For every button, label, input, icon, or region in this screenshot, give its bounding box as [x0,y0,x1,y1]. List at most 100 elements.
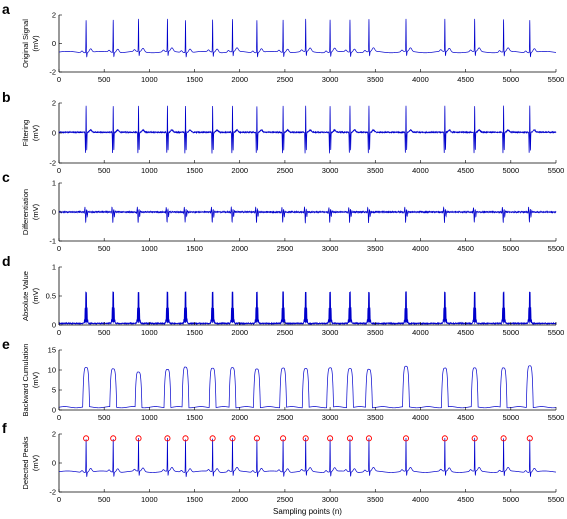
signal-trace [58,365,557,409]
x-tick-label: 4500 [457,75,474,84]
peak-marker [209,435,216,442]
peak-marker [346,435,354,442]
y-axis-label: Absolute Value [21,271,30,321]
y-axis-label: Original Signal [21,19,30,68]
x-tick-label: 1000 [141,75,158,84]
x-tick-label: 4000 [412,328,429,337]
y-tick-label: 0 [52,39,56,48]
x-tick-label: 1000 [141,166,158,175]
x-tick-label: 0 [57,166,61,175]
signal-trace [58,291,557,326]
y-tick-label: 0 [52,208,56,217]
y-axis-label: (mV) [31,203,40,220]
x-tick-label: 1500 [186,413,203,422]
x-tick-label: 0 [57,75,61,84]
x-tick-label: 3000 [322,328,339,337]
x-tick-label: 500 [98,166,111,175]
y-tick-label: 1 [52,179,56,188]
peak-marker [83,435,90,442]
peak-marker [471,435,478,442]
x-tick-label: 5500 [548,244,565,253]
peak-marker [500,435,507,442]
x-tick-label: 5500 [548,495,565,504]
x-tick-label: 3500 [367,328,384,337]
x-tick-label: 3500 [367,166,384,175]
x-tick-label: 0 [57,413,61,422]
y-tick-label: 0 [52,129,56,138]
x-tick-label: 4000 [412,244,429,253]
x-tick-label: 3500 [367,75,384,84]
x-tick-label: 4000 [412,75,429,84]
x-tick-label: 5000 [502,75,519,84]
signal-trace [58,105,557,154]
y-tick-label: 10 [48,366,56,375]
y-tick-label: 5 [52,386,56,395]
x-tick-label: 3500 [367,495,384,504]
x-tick-label: 0 [57,328,61,337]
peak-marker [182,435,189,442]
signal-trace [58,206,557,224]
panel-d: 0 0.5 1 0 500 1000 1500 2000 2500 3000 3500 4000 450… [2,253,564,337]
peak-marker [302,435,309,442]
x-tick-label: 2000 [231,75,248,84]
x-tick-label: 2500 [277,75,294,84]
y-axis-label: (mV) [31,124,40,141]
x-tick-label: 5000 [502,244,519,253]
panel-letter: f [2,420,7,436]
x-tick-label: 500 [98,244,111,253]
y-tick-label: 1 [52,263,56,272]
x-tick-label: 4500 [457,166,474,175]
y-axis-label: (mV) [31,35,40,52]
x-tick-label: 3000 [322,244,339,253]
x-tick-label: 5500 [548,413,565,422]
y-tick-label: -2 [49,159,56,168]
signal-trace [58,18,557,58]
x-tick-label: 3000 [322,166,339,175]
x-tick-label: 2000 [231,413,248,422]
x-tick-label: 1500 [186,495,203,504]
signal-trace [58,437,557,478]
x-tick-label: 5000 [502,166,519,175]
panel-letter: e [2,336,10,352]
y-tick-label: 0 [52,321,56,330]
x-tick-label: 1500 [186,166,203,175]
x-tick-label: 4000 [412,495,429,504]
panel-letter: b [2,89,11,105]
y-tick-label: 15 [48,346,56,355]
x-tick-label: 2500 [277,495,294,504]
peak-marker [365,435,372,442]
peak-marker [327,435,334,442]
peak-marker [110,435,117,442]
x-tick-label: 3000 [322,495,339,504]
x-tick-label: 2500 [277,244,294,253]
x-tick-label: 1000 [141,495,158,504]
x-tick-label: 2500 [277,413,294,422]
x-tick-label: 2500 [277,166,294,175]
x-tick-label: 5500 [548,75,565,84]
x-tick-label: 5000 [502,328,519,337]
panel-letter: c [2,169,10,185]
x-tick-label: 500 [98,495,111,504]
x-tick-label: 0 [57,244,61,253]
y-axis-label: (mV) [31,454,40,471]
x-tick-label: 2000 [231,244,248,253]
x-tick-label: 2000 [231,495,248,504]
x-tick-label: 3500 [367,413,384,422]
x-tick-label: 500 [98,75,111,84]
x-axis-label: Sampling points (n) [273,507,342,516]
panel-letter: a [2,1,10,17]
x-tick-label: 1500 [186,244,203,253]
x-tick-label: 1500 [186,328,203,337]
x-tick-label: 4000 [412,413,429,422]
x-tick-label: 2000 [231,166,248,175]
x-tick-label: 2500 [277,328,294,337]
x-tick-label: 5000 [502,413,519,422]
y-tick-label: 2 [52,99,56,108]
peak-marker [229,435,236,442]
peak-marker [164,435,171,442]
